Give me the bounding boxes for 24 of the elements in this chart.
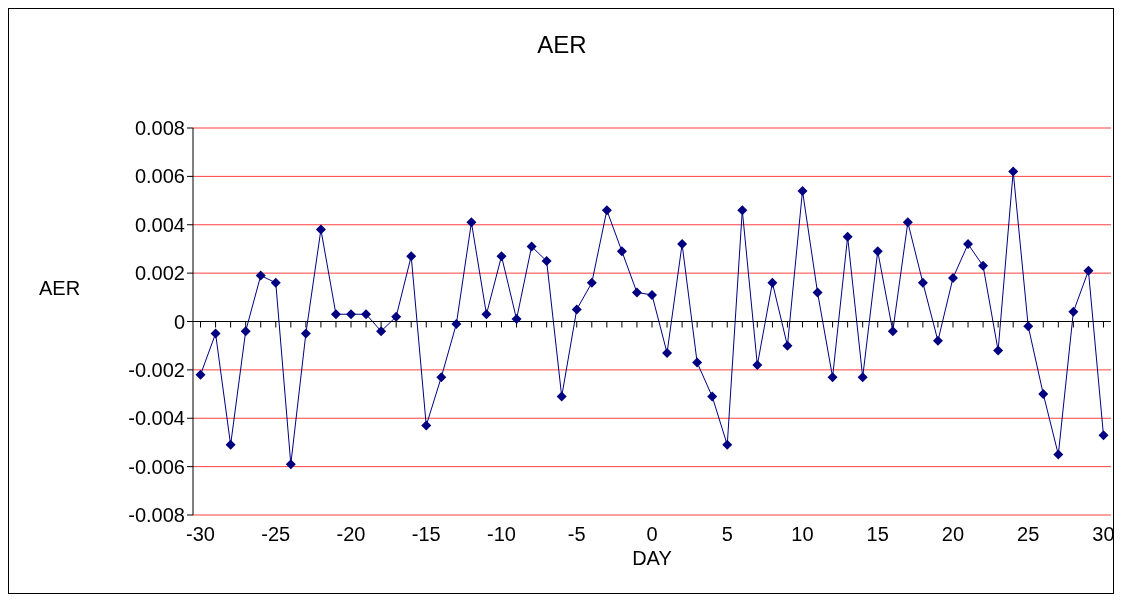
x-tick-label: -25 [261,523,291,546]
x-tick-label: -20 [336,523,366,546]
x-tick-label: 10 [791,523,814,546]
x-tick-label: 15 [866,523,889,546]
x-tick-label: 25 [1017,523,1040,546]
y-tick-label: 0.006 [134,165,185,188]
y-tick-label: -0.002 [128,358,185,381]
x-tick-label: -10 [487,523,516,546]
y-tick-label: 0.002 [134,262,185,285]
y-tick-label: 0 [173,310,185,333]
x-tick-label: -5 [567,523,586,546]
y-axis-title: AER [39,277,81,300]
y-tick-label: -0.006 [128,455,185,478]
x-tick-label: -15 [411,523,441,546]
y-tick-label: 0.004 [134,213,185,236]
x-tick-label: 20 [941,523,965,546]
x-axis-title: DAY [631,547,673,570]
x-tick-label: 5 [721,523,733,546]
y-tick-label: 0.008 [134,117,185,140]
chart-title: AER [536,31,588,59]
y-tick-label: -0.008 [128,504,185,527]
x-tick-label: -30 [186,523,215,546]
y-tick-label: -0.004 [128,407,185,430]
x-tick-label: 0 [646,523,658,546]
